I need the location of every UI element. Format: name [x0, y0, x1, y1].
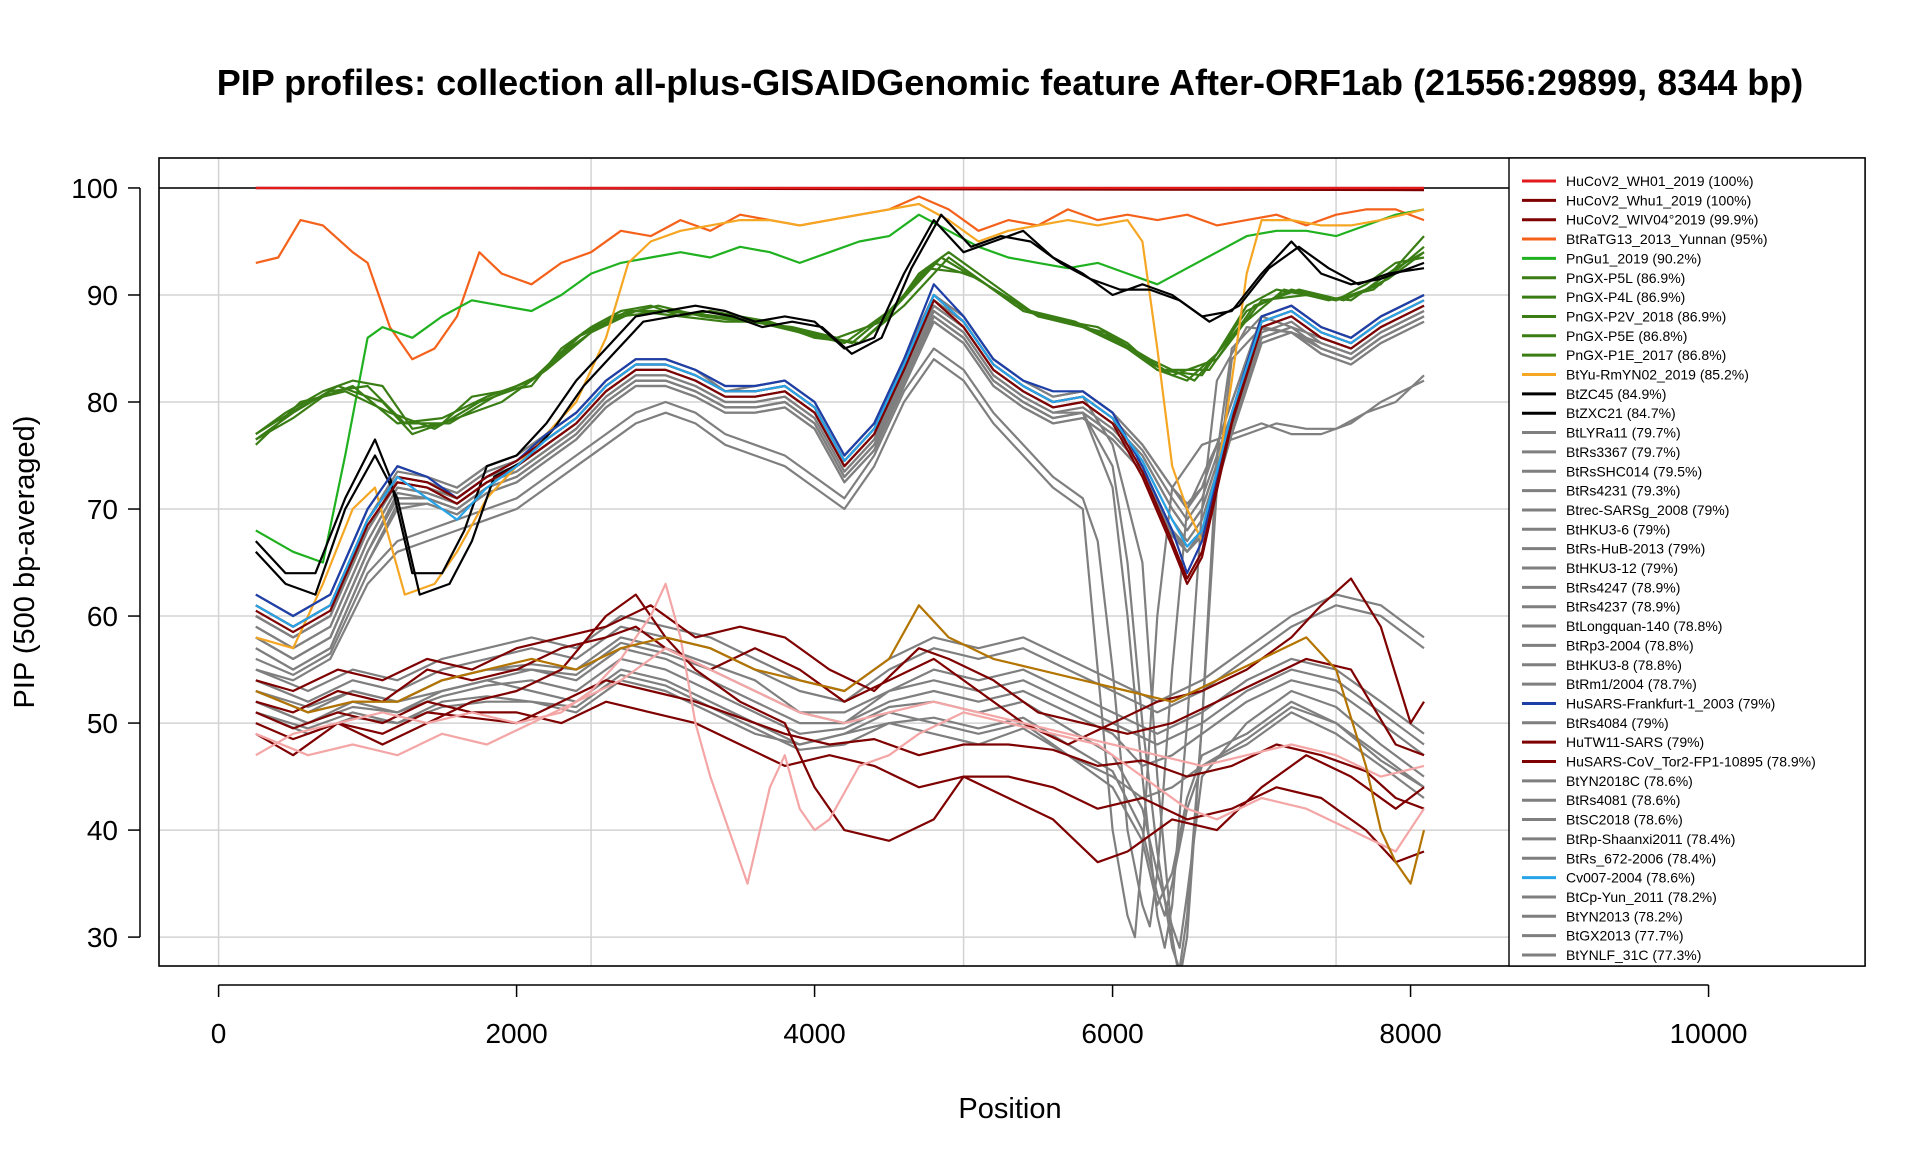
series-line	[255, 315, 1425, 966]
series-line	[255, 604, 1426, 885]
legend-entry: BtRs4237 (78.9%)	[1566, 599, 1680, 615]
y-tick-label: 80	[87, 387, 118, 418]
legend-entry: HuCoV2_WH01_2019 (100%)	[1566, 173, 1754, 189]
y-tick-label: 40	[87, 815, 118, 846]
series-line	[255, 309, 1425, 949]
legend-entry: BtRs4084 (79%)	[1566, 715, 1669, 731]
series-line	[255, 283, 1425, 618]
series-line	[255, 604, 1425, 757]
series-line	[255, 577, 1425, 746]
series-line	[255, 358, 1425, 939]
legend-entry: HuSARS-Frankfurt-1_2003 (79%)	[1566, 695, 1775, 711]
series-line	[255, 347, 1425, 928]
series-line	[255, 293, 1425, 628]
legend-entry: BtZXC21 (84.7%)	[1566, 405, 1676, 421]
series-line	[255, 195, 1425, 361]
series-line	[255, 245, 1425, 446]
legend-entry: BtHKU3-12 (79%)	[1566, 560, 1678, 576]
legend-entry: BtRaTG13_2013_Yunnan (95%)	[1566, 231, 1768, 247]
y-tick-label: 30	[87, 922, 118, 953]
legend-entry: BtSC2018 (78.6%)	[1566, 812, 1683, 828]
series-line	[255, 582, 1425, 885]
x-axis: 0 2000 4000 6000 8000 10000	[211, 984, 1748, 1049]
legend-entry: BtYNLF_31C (77.3%)	[1566, 947, 1701, 963]
legend-entry: BtRs4247 (78.9%)	[1566, 579, 1680, 595]
legend-entry: BtRs3367 (79.7%)	[1566, 444, 1680, 460]
x-tick-label: 6000	[1081, 1018, 1143, 1049]
legend-entry: BtRm1/2004 (78.7%)	[1566, 676, 1697, 692]
x-tick-label: 4000	[783, 1018, 845, 1049]
legend-entry: BtLongquan-140 (78.8%)	[1566, 618, 1722, 634]
series-line	[255, 647, 1425, 778]
legend-entry: PnGX-P5L (86.9%)	[1566, 270, 1685, 286]
y-tick-label: 70	[87, 494, 118, 525]
legend-box	[1508, 157, 1866, 967]
legend-entry: HuCoV2_Whu1_2019 (100%)	[1566, 192, 1751, 208]
legend-entry: BtZC45 (84.9%)	[1566, 386, 1666, 402]
legend-entry: BtRs_672-2006 (78.4%)	[1566, 850, 1716, 866]
legend-entry: BtRsSHC014 (79.5%)	[1566, 463, 1702, 479]
legend-entry: BtHKU3-8 (78.8%)	[1566, 657, 1682, 673]
legend-entry: BtYu-RmYN02_2019 (85.2%)	[1566, 367, 1749, 383]
legend-entry: Btrec-SARSg_2008 (79%)	[1566, 502, 1729, 518]
series-line	[254, 213, 1425, 596]
x-tick-label: 10000	[1670, 1018, 1748, 1049]
series-line	[255, 673, 1425, 917]
x-tick-label: 8000	[1379, 1018, 1441, 1049]
series-line	[255, 679, 1425, 810]
series-lines	[254, 186, 1426, 966]
series-line	[255, 668, 1425, 907]
legend-entry: BtYN2018C (78.6%)	[1566, 773, 1693, 789]
y-tick-label: 50	[87, 708, 118, 739]
legend-entry: BtCp-Yun_2011 (78.2%)	[1566, 889, 1717, 905]
legend-entry: PnGu1_2019 (90.2%)	[1566, 250, 1701, 266]
legend-entry: BtRp3-2004 (78.8%)	[1566, 637, 1694, 653]
legend-entry: BtRp-Shaanxi2011 (78.4%)	[1566, 831, 1735, 847]
series-line	[254, 219, 1425, 575]
legend-entry: BtRs-HuB-2013 (79%)	[1566, 541, 1705, 557]
y-axis-label: PIP (500 bp-averaged)	[9, 416, 41, 709]
y-tick-label: 100	[71, 173, 118, 204]
y-axis: 30 40 50 60 70 80 90 100	[71, 173, 141, 953]
series-line	[255, 299, 1425, 634]
legend-entry: BtGX2013 (77.7%)	[1566, 928, 1684, 944]
x-tick-label: 0	[211, 1018, 227, 1049]
legend-entry: PnGX-P4L (86.9%)	[1566, 289, 1685, 305]
series-line	[255, 235, 1425, 436]
series-line	[255, 647, 1425, 767]
legend-entry: HuTW11-SARS (79%)	[1566, 734, 1704, 750]
legend-entry: PnGX-P2V_2018 (86.9%)	[1566, 308, 1726, 324]
x-tick-label: 2000	[485, 1018, 547, 1049]
series-line	[255, 208, 1425, 564]
y-tick-label: 60	[87, 601, 118, 632]
series-line	[255, 251, 1425, 441]
series-line	[255, 679, 1425, 800]
legend-entry: Cv007-2004 (78.6%)	[1566, 870, 1695, 886]
legend-entry: BtRs4231 (79.3%)	[1566, 483, 1680, 499]
legend-entry: BtLYRa11 (79.7%)	[1566, 425, 1681, 441]
legend-entry: PnGX-P5E (86.8%)	[1566, 328, 1687, 344]
series-line	[255, 700, 1425, 864]
legend-entry: BtYN2013 (78.2%)	[1566, 908, 1683, 924]
legend-entry: BtHKU3-6 (79%)	[1566, 521, 1670, 537]
legend-entry: BtRs4081 (78.6%)	[1566, 792, 1680, 808]
chart-title: PIP profiles: collection all-plus-GISAID…	[217, 62, 1803, 103]
y-tick-label: 90	[87, 280, 118, 311]
series-line	[255, 593, 1425, 864]
legend: HuCoV2_WH01_2019 (100%) HuCoV2_Whu1_2019 …	[1508, 157, 1866, 967]
legend-entry: PnGX-P1E_2017 (86.8%)	[1566, 347, 1726, 363]
legend-entry: HuSARS-CoV_Tor2-FP1-10895 (78.9%)	[1566, 754, 1816, 770]
x-axis-label: Position	[958, 1093, 1061, 1125]
series-line	[255, 202, 1425, 650]
legend-entry: HuCoV2_WIV04°2019 (99.9%)	[1566, 212, 1758, 228]
